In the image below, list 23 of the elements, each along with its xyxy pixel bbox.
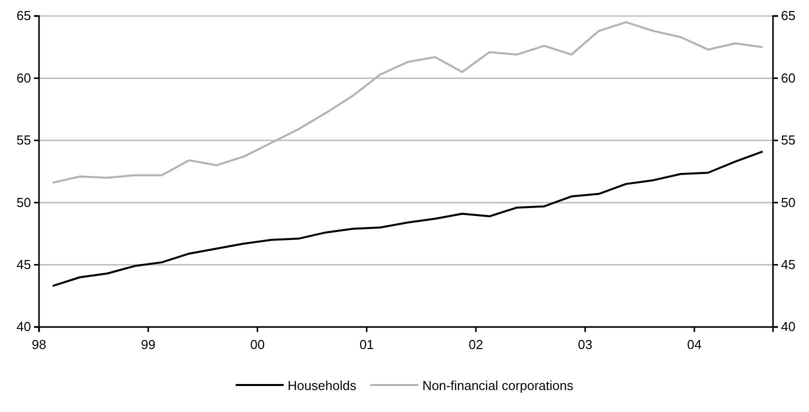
line-series	[52, 21, 764, 184]
y2-tick-label: 45	[781, 256, 796, 272]
y-tick-label: 55	[16, 132, 31, 148]
line-series	[52, 150, 764, 287]
x-tick-label: 98	[32, 337, 46, 352]
y-tick-label: 65	[16, 8, 31, 24]
y2-tick-label: 50	[781, 194, 796, 210]
x-tick-label: 03	[578, 337, 592, 352]
x-tick-label: 00	[250, 337, 265, 352]
legend-label: Households	[288, 378, 357, 393]
y2-tick-label: 65	[781, 8, 796, 24]
y-tick-label: 60	[16, 70, 31, 86]
y2-tick-label: 55	[781, 132, 796, 148]
x-tick-label: 04	[687, 337, 702, 352]
y2-tick-label: 40	[781, 319, 796, 334]
y-tick-label: 45	[16, 256, 31, 272]
x-tick-label: 01	[359, 337, 374, 352]
legend-label: Non-financial corporations	[422, 378, 574, 393]
y-tick-label: 50	[16, 194, 31, 210]
y2-tick-label: 60	[781, 70, 796, 86]
x-tick-label: 99	[140, 337, 156, 352]
x-tick-label: 02	[468, 337, 484, 352]
y-tick-label: 40	[16, 319, 31, 334]
